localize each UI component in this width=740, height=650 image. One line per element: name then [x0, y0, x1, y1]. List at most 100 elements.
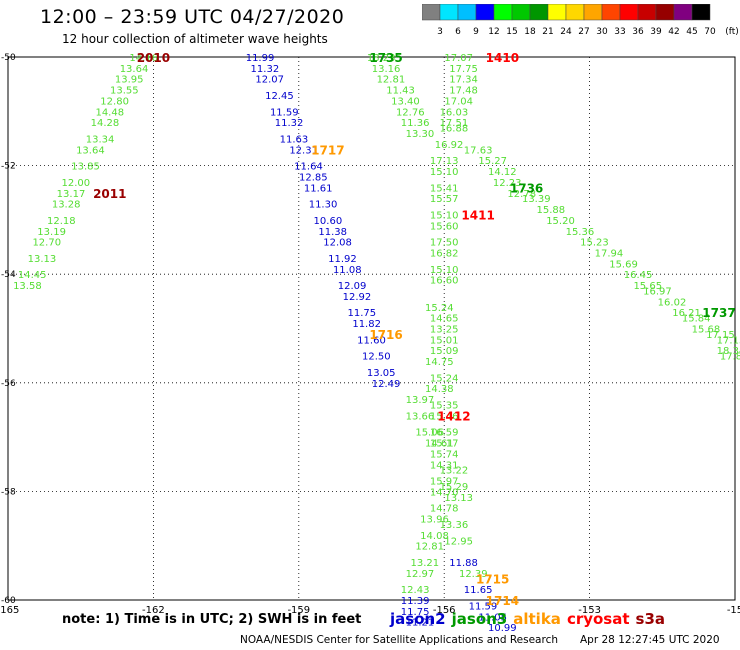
- swh-value: 10.99: [488, 623, 517, 634]
- swh-value: 17.15: [706, 330, 735, 341]
- swh-value: 17.75: [449, 64, 478, 75]
- y-tick-label: -58: [1, 487, 16, 497]
- swh-value: 15.69: [609, 259, 638, 270]
- swh-value: 15.01: [430, 335, 459, 346]
- swh-value: 11.36: [401, 118, 430, 129]
- swh-value: 12.70: [32, 238, 61, 249]
- swh-value: 14.45: [18, 270, 47, 281]
- colorbar-label: 6: [455, 27, 461, 36]
- swh-value: 12.09: [338, 281, 367, 292]
- swh-value: 17.34: [449, 75, 478, 86]
- colorbar-label: 33: [614, 27, 625, 36]
- satellite-legend: jason2 jason3 altika cryosat s3a: [390, 610, 671, 628]
- swh-value: 15.41: [430, 183, 459, 194]
- swh-value: 13.05: [367, 368, 396, 379]
- swh-value: 13.55: [110, 86, 139, 97]
- swh-value: 13.13: [444, 493, 473, 504]
- swh-value: 12.00: [62, 178, 91, 189]
- swh-value: 17.94: [595, 248, 624, 259]
- swh-value: 13.28: [52, 200, 81, 211]
- x-tick-label: -162: [142, 605, 165, 616]
- swh-value: 16.92: [435, 140, 464, 151]
- swh-value: 13.19: [37, 227, 66, 238]
- swh-value: 17.15: [717, 335, 740, 346]
- swh-value: 12.07: [255, 75, 284, 86]
- page-title: 12:00 – 23:59 UTC 04/27/2020: [40, 6, 345, 28]
- colorbar-label: (ft): [725, 27, 739, 36]
- swh-value: 12.95: [444, 536, 473, 547]
- swh-value: 11.60: [357, 335, 386, 346]
- swh-value: 14.38: [425, 384, 454, 395]
- swh-value: 13.64: [76, 145, 105, 156]
- swh-value: 12.81: [377, 75, 406, 86]
- swh-value: 11.38: [318, 227, 347, 238]
- swh-value: 17.48: [449, 86, 478, 97]
- x-tick-label: -156: [433, 605, 456, 616]
- swh-value: 15.74: [430, 449, 459, 460]
- swh-value: 15.23: [580, 238, 609, 249]
- swh-value: 15.27: [478, 156, 507, 167]
- time-label: 1737: [702, 306, 735, 320]
- swh-value: 11.05: [478, 612, 507, 623]
- swh-value: 13.36: [440, 520, 469, 531]
- swh-value: 11.64: [294, 162, 323, 173]
- swh-value: 15.10: [430, 265, 459, 276]
- swh-value: 12.43: [401, 585, 430, 596]
- swh-value: 15.24: [430, 373, 459, 384]
- swh-value: 13.17: [57, 189, 86, 200]
- swh-value: 11.75: [401, 607, 430, 618]
- swh-value: 13.66: [406, 411, 435, 422]
- swh-value: 12.97: [406, 569, 435, 580]
- swh-value: 11.75: [347, 308, 376, 319]
- swh-value: 11.59: [270, 107, 299, 118]
- swh-value: 15.10: [430, 167, 459, 178]
- swh-value: 11.43: [386, 86, 415, 97]
- swh-value: 16.82: [430, 248, 459, 259]
- swh-value: 16.45: [624, 270, 653, 281]
- y-tick-label: -50: [1, 53, 16, 63]
- swh-value: 12.78: [507, 189, 536, 200]
- x-tick-label: -165: [0, 605, 19, 616]
- colorbar-label: 24: [560, 27, 572, 36]
- swh-value: 14.28: [91, 118, 120, 129]
- swh-value: 11.59: [469, 601, 498, 612]
- page-subtitle: 12 hour collection of altimeter wave hei…: [62, 32, 328, 46]
- y-tick-label: -54: [1, 270, 16, 280]
- swh-value: 11.65: [464, 585, 493, 596]
- time-label: 1735: [369, 51, 402, 65]
- swh-value: 17.07: [444, 53, 473, 64]
- swh-value: 15.88: [537, 205, 566, 216]
- swh-value: 13.23: [367, 53, 396, 64]
- swh-value: 15.97: [430, 477, 459, 488]
- swh-value: 12.08: [323, 238, 352, 249]
- y-tick-label: -56: [1, 379, 16, 389]
- swh-value: 11.88: [449, 558, 478, 569]
- time-label: 1714: [486, 594, 519, 608]
- plot-frame: [7, 56, 736, 601]
- swh-value: 13.21: [410, 558, 439, 569]
- swh-value: 17.63: [464, 145, 493, 156]
- colorbar-swatch: [691, 4, 711, 21]
- swh-value: 16.60: [430, 276, 459, 287]
- swh-value: 11.32: [251, 64, 280, 75]
- time-label: 1715: [476, 572, 509, 586]
- swh-value: 13.34: [86, 134, 115, 145]
- swh-value: 13.58: [13, 281, 42, 292]
- swh-value: 17.8: [720, 352, 740, 363]
- swh-value: 11.39: [401, 596, 430, 607]
- colorbar-label: 12: [488, 27, 499, 36]
- time-label: 2011: [93, 187, 126, 201]
- footer-note: note: 1) Time is in UTC; 2) SWH is in fe…: [62, 612, 362, 627]
- swh-value: 15.09: [430, 346, 459, 357]
- swh-value: 12.92: [343, 292, 372, 303]
- swh-value: 16.21: [672, 308, 701, 319]
- colorbar-label: 27: [578, 27, 589, 36]
- swh-value: 16.03: [440, 107, 469, 118]
- swh-value: 13.22: [440, 466, 469, 477]
- colorbar-label: 9: [473, 27, 479, 36]
- swh-value: 14.12: [488, 167, 517, 178]
- swh-value: 15.60: [430, 221, 459, 232]
- time-label: 1410: [486, 51, 519, 65]
- x-tick-label: -159: [287, 605, 310, 616]
- colorbar-label: 70: [704, 27, 716, 36]
